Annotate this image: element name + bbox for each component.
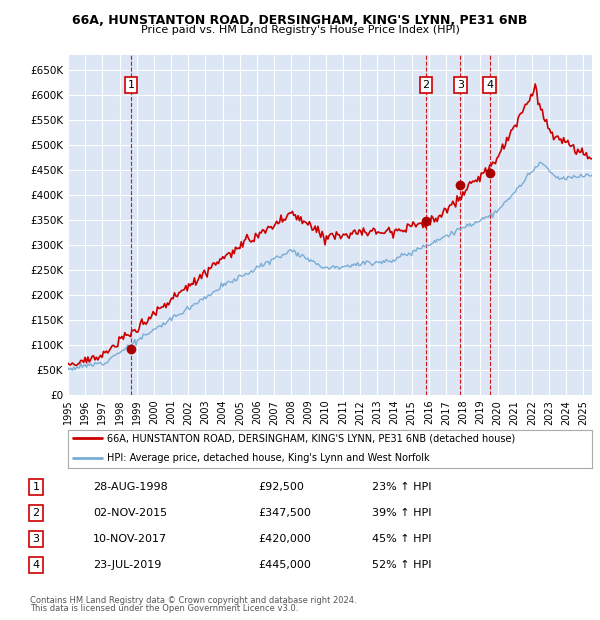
Text: HPI: Average price, detached house, King's Lynn and West Norfolk: HPI: Average price, detached house, King… (107, 453, 430, 463)
Text: 1: 1 (32, 482, 40, 492)
Text: 28-AUG-1998: 28-AUG-1998 (93, 482, 168, 492)
Text: 52% ↑ HPI: 52% ↑ HPI (372, 560, 431, 570)
Text: 2: 2 (422, 80, 430, 90)
Text: 66A, HUNSTANTON ROAD, DERSINGHAM, KING'S LYNN, PE31 6NB: 66A, HUNSTANTON ROAD, DERSINGHAM, KING'S… (73, 14, 527, 27)
Text: 23% ↑ HPI: 23% ↑ HPI (372, 482, 431, 492)
Text: 3: 3 (457, 80, 464, 90)
Text: 3: 3 (32, 534, 40, 544)
Text: 4: 4 (486, 80, 493, 90)
Text: 10-NOV-2017: 10-NOV-2017 (93, 534, 167, 544)
Text: £347,500: £347,500 (258, 508, 311, 518)
Text: 2: 2 (32, 508, 40, 518)
Text: 39% ↑ HPI: 39% ↑ HPI (372, 508, 431, 518)
Text: £445,000: £445,000 (258, 560, 311, 570)
Text: 02-NOV-2015: 02-NOV-2015 (93, 508, 167, 518)
Text: Contains HM Land Registry data © Crown copyright and database right 2024.: Contains HM Land Registry data © Crown c… (30, 596, 356, 604)
Text: 66A, HUNSTANTON ROAD, DERSINGHAM, KING'S LYNN, PE31 6NB (detached house): 66A, HUNSTANTON ROAD, DERSINGHAM, KING'S… (107, 433, 515, 443)
Text: Price paid vs. HM Land Registry's House Price Index (HPI): Price paid vs. HM Land Registry's House … (140, 25, 460, 35)
Text: This data is licensed under the Open Government Licence v3.0.: This data is licensed under the Open Gov… (30, 604, 298, 613)
Text: £420,000: £420,000 (258, 534, 311, 544)
Text: £92,500: £92,500 (258, 482, 304, 492)
Text: 1: 1 (127, 80, 134, 90)
Text: 4: 4 (32, 560, 40, 570)
Text: 23-JUL-2019: 23-JUL-2019 (93, 560, 161, 570)
Text: 45% ↑ HPI: 45% ↑ HPI (372, 534, 431, 544)
